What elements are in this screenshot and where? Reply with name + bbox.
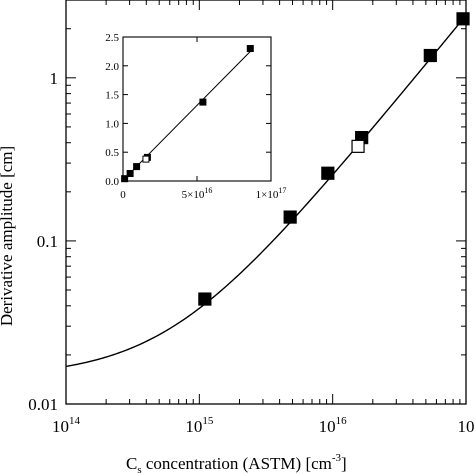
inset-x-tick-label: 5×1016 <box>182 186 213 201</box>
inset-data-point <box>121 175 129 183</box>
x-tick-label: 1015 <box>185 415 214 436</box>
inset-data-points <box>121 45 254 183</box>
main-plot-frame <box>65 0 467 405</box>
data-point-open <box>351 139 365 153</box>
main-data-points <box>198 12 470 306</box>
inset-y-tick-label: 2.0 <box>105 61 119 73</box>
inset-y-tick-label: 1.0 <box>105 118 119 130</box>
inset-y-tick-label: 2.5 <box>105 32 119 44</box>
main-plot: 1014 1015 1016 10 0.01 0.1 1 <box>28 0 474 436</box>
inset-y-tick-label: 0.0 <box>105 176 119 188</box>
x-tick-label: 10 <box>458 417 474 436</box>
inset-tick-labels: 0 5×1016 1×1017 0.0 0.5 1.0 1.5 2.0 2.5 <box>105 32 286 201</box>
inset-x-tick-label: 1×1017 <box>256 186 287 201</box>
inset-y-tick-label: 0.5 <box>105 147 119 159</box>
inset-data-point <box>199 98 207 106</box>
y-tick-label: 0.01 <box>28 395 58 414</box>
inset-data-point <box>126 170 134 178</box>
y-axis-title: Derivative amplitude [cm] <box>0 146 16 326</box>
inset-plot: 0 5×1016 1×1017 0.0 0.5 1.0 1.5 2.0 2.5 <box>105 32 286 201</box>
main-ticks <box>65 0 467 405</box>
data-point <box>321 166 335 180</box>
fit-curve <box>65 14 467 368</box>
data-point <box>198 292 212 306</box>
y-tick-label: 0.1 <box>37 232 58 251</box>
inset-data-point-open <box>142 155 150 163</box>
x-tick-label: 1016 <box>319 415 348 436</box>
x-axis-title: Cs concentration (ASTM) [cm-3] <box>126 452 347 474</box>
data-point <box>456 12 470 26</box>
x-tick-label: 1014 <box>52 415 81 436</box>
inset-y-tick-label: 1.5 <box>105 90 119 102</box>
main-tick-labels: 1014 1015 1016 10 0.01 0.1 1 <box>28 69 474 436</box>
inset-data-point <box>246 45 254 53</box>
data-point <box>423 48 437 63</box>
data-point <box>283 210 297 224</box>
inset-data-point <box>133 163 141 171</box>
y-tick-label: 1 <box>50 69 59 88</box>
inset-x-tick-label: 0 <box>120 189 126 201</box>
